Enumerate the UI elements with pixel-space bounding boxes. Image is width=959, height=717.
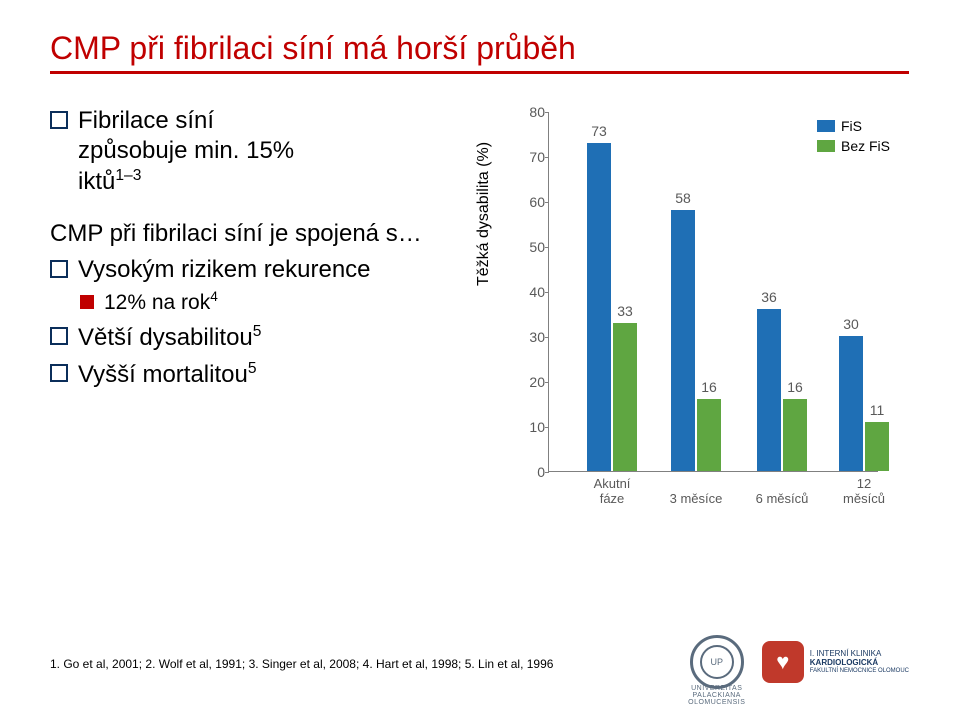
bullet-square-icon [50, 327, 68, 345]
logos: UP UNIVERZITAS PALACKIANA OLOMUCENSIS ♥ … [690, 635, 909, 689]
y-tick-label: 70 [517, 149, 545, 165]
b4-sup: 5 [248, 360, 257, 377]
bullet-1: Fibrilace síní způsobuje min. 15% iktů1–… [50, 106, 480, 197]
y-tick-mark [545, 472, 549, 473]
bar-value-label: 11 [870, 402, 885, 418]
bar-value-label: 73 [591, 123, 607, 139]
x-tick-label: 12měsíců [829, 477, 899, 507]
b4-text: Vyšší mortalitou [78, 361, 248, 388]
kardio-l3: FAKULTNÍ NEMOCNICE OLOMOUC [810, 668, 909, 675]
y-tick-mark [545, 157, 549, 158]
y-tick-mark [545, 112, 549, 113]
y-tick-mark [545, 247, 549, 248]
b3-text: Větší dysabilitou [78, 324, 253, 351]
plot-area: 010203040506070807333Akutnífáze58163 měs… [548, 112, 878, 472]
kardio-text: I. INTERNÍ KLINIKA KARDIOLOGICKÁ FAKULTN… [810, 649, 909, 675]
bullet-2: Vysokým rizikem rekurence 12% na rok4 [50, 255, 480, 316]
content-row: Fibrilace síní způsobuje min. 15% iktů1–… [50, 102, 909, 532]
right-column: Těžká dysabilita (%) 0102030405060708073… [500, 102, 909, 532]
bar-a: 30 [839, 336, 863, 471]
legend-swatch-a [817, 120, 835, 132]
bar-group: 5816 [671, 210, 721, 471]
y-tick-mark [545, 337, 549, 338]
bar-a: 73 [587, 143, 611, 472]
bar-a: 36 [757, 309, 781, 471]
logo-kardio: ♥ I. INTERNÍ KLINIKA KARDIOLOGICKÁ FAKUL… [762, 641, 909, 683]
slide: CMP při fibrilaci síní má horší průběh F… [0, 0, 959, 717]
y-tick-mark [545, 382, 549, 383]
b3-sup: 5 [253, 323, 262, 340]
legend-label-b: Bez FiS [841, 138, 890, 154]
y-tick-label: 60 [517, 194, 545, 210]
heart-icon: ♥ [762, 641, 804, 683]
slide-title: CMP při fibrilaci síní má horší průběh [50, 30, 909, 67]
y-tick-label: 20 [517, 374, 545, 390]
logo-up-caption: UNIVERZITAS PALACKIANA OLOMUCENSIS [672, 685, 762, 706]
bullet-2-sub: 12% na rok4 [104, 288, 218, 316]
legend-item-a: FiS [817, 118, 890, 134]
bar-value-label: 16 [701, 379, 717, 395]
b1-l2: způsobuje min. 15% [78, 137, 294, 164]
kardio-l1: I. INTERNÍ KLINIKA [810, 649, 909, 659]
logo-up: UP UNIVERZITAS PALACKIANA OLOMUCENSIS [690, 635, 744, 689]
y-tick-label: 40 [517, 284, 545, 300]
bullet-1-text: Fibrilace síní způsobuje min. 15% iktů1–… [78, 106, 294, 197]
bullet-3: Větší dysabilitou5 [50, 322, 480, 353]
legend-swatch-b [817, 140, 835, 152]
y-tick-label: 80 [517, 104, 545, 120]
bar-group: 3616 [757, 309, 807, 471]
y-tick-label: 30 [517, 329, 545, 345]
y-tick-mark [545, 427, 549, 428]
up-city: OLOMUCENSIS [688, 699, 745, 706]
bar-b: 11 [865, 422, 889, 472]
bar-group: 7333 [587, 143, 637, 472]
bar-value-label: 33 [617, 303, 633, 319]
legend: FiS Bez FiS [817, 118, 890, 158]
kardio-l2: KARDIOLOGICKÁ [810, 658, 909, 668]
bullet-square-icon [50, 260, 68, 278]
y-tick-label: 50 [517, 239, 545, 255]
bullet-square-icon [50, 111, 68, 129]
b1-l1: Fibrilace síní [78, 107, 214, 134]
legend-item-b: Bez FiS [817, 138, 890, 154]
bar-a: 58 [671, 210, 695, 471]
x-tick-label: 3 měsíce [661, 492, 731, 507]
bar-b: 16 [783, 399, 807, 471]
logo-up-inner: UP [700, 645, 734, 679]
bullet-4: Vyšší mortalitou5 [50, 359, 480, 390]
y-tick-label: 10 [517, 419, 545, 435]
y-tick-label: 0 [517, 464, 545, 480]
section-heading: CMP při fibrilaci síní je spojená s… [50, 219, 480, 249]
bar-b: 16 [697, 399, 721, 471]
bullet-4-text: Vyšší mortalitou5 [78, 359, 257, 390]
sub-bullet-square-icon [80, 295, 94, 309]
b2-sub-sup: 4 [210, 289, 218, 304]
bar-value-label: 16 [787, 379, 803, 395]
b1-l3: iktů [78, 168, 115, 195]
b2-sub-text: 12% na rok [104, 291, 210, 314]
x-tick-label: 6 měsíců [747, 492, 817, 507]
bar-group: 3011 [839, 336, 889, 471]
b1-sup: 1–3 [115, 167, 141, 184]
y-tick-mark [545, 202, 549, 203]
y-axis-label: Těžká dysabilita (%) [475, 142, 493, 286]
bar-chart: Těžká dysabilita (%) 0102030405060708073… [500, 102, 890, 532]
left-column: Fibrilace síní způsobuje min. 15% iktů1–… [50, 102, 480, 532]
bullet-square-icon [50, 364, 68, 382]
up-name: UNIVERZITAS PALACKIANA [691, 685, 742, 699]
footer-references: 1. Go et al, 2001; 2. Wolf et al, 1991; … [50, 657, 553, 671]
bar-b: 33 [613, 323, 637, 472]
bullet-2-text: Vysokým rizikem rekurence [78, 255, 371, 285]
bar-value-label: 30 [843, 316, 859, 332]
legend-label-a: FiS [841, 118, 862, 134]
bullet-3-text: Větší dysabilitou5 [78, 322, 261, 353]
x-tick-label: Akutnífáze [577, 477, 647, 507]
title-underline [50, 71, 909, 74]
bar-value-label: 58 [675, 190, 691, 206]
bar-value-label: 36 [761, 289, 777, 305]
y-tick-mark [545, 292, 549, 293]
